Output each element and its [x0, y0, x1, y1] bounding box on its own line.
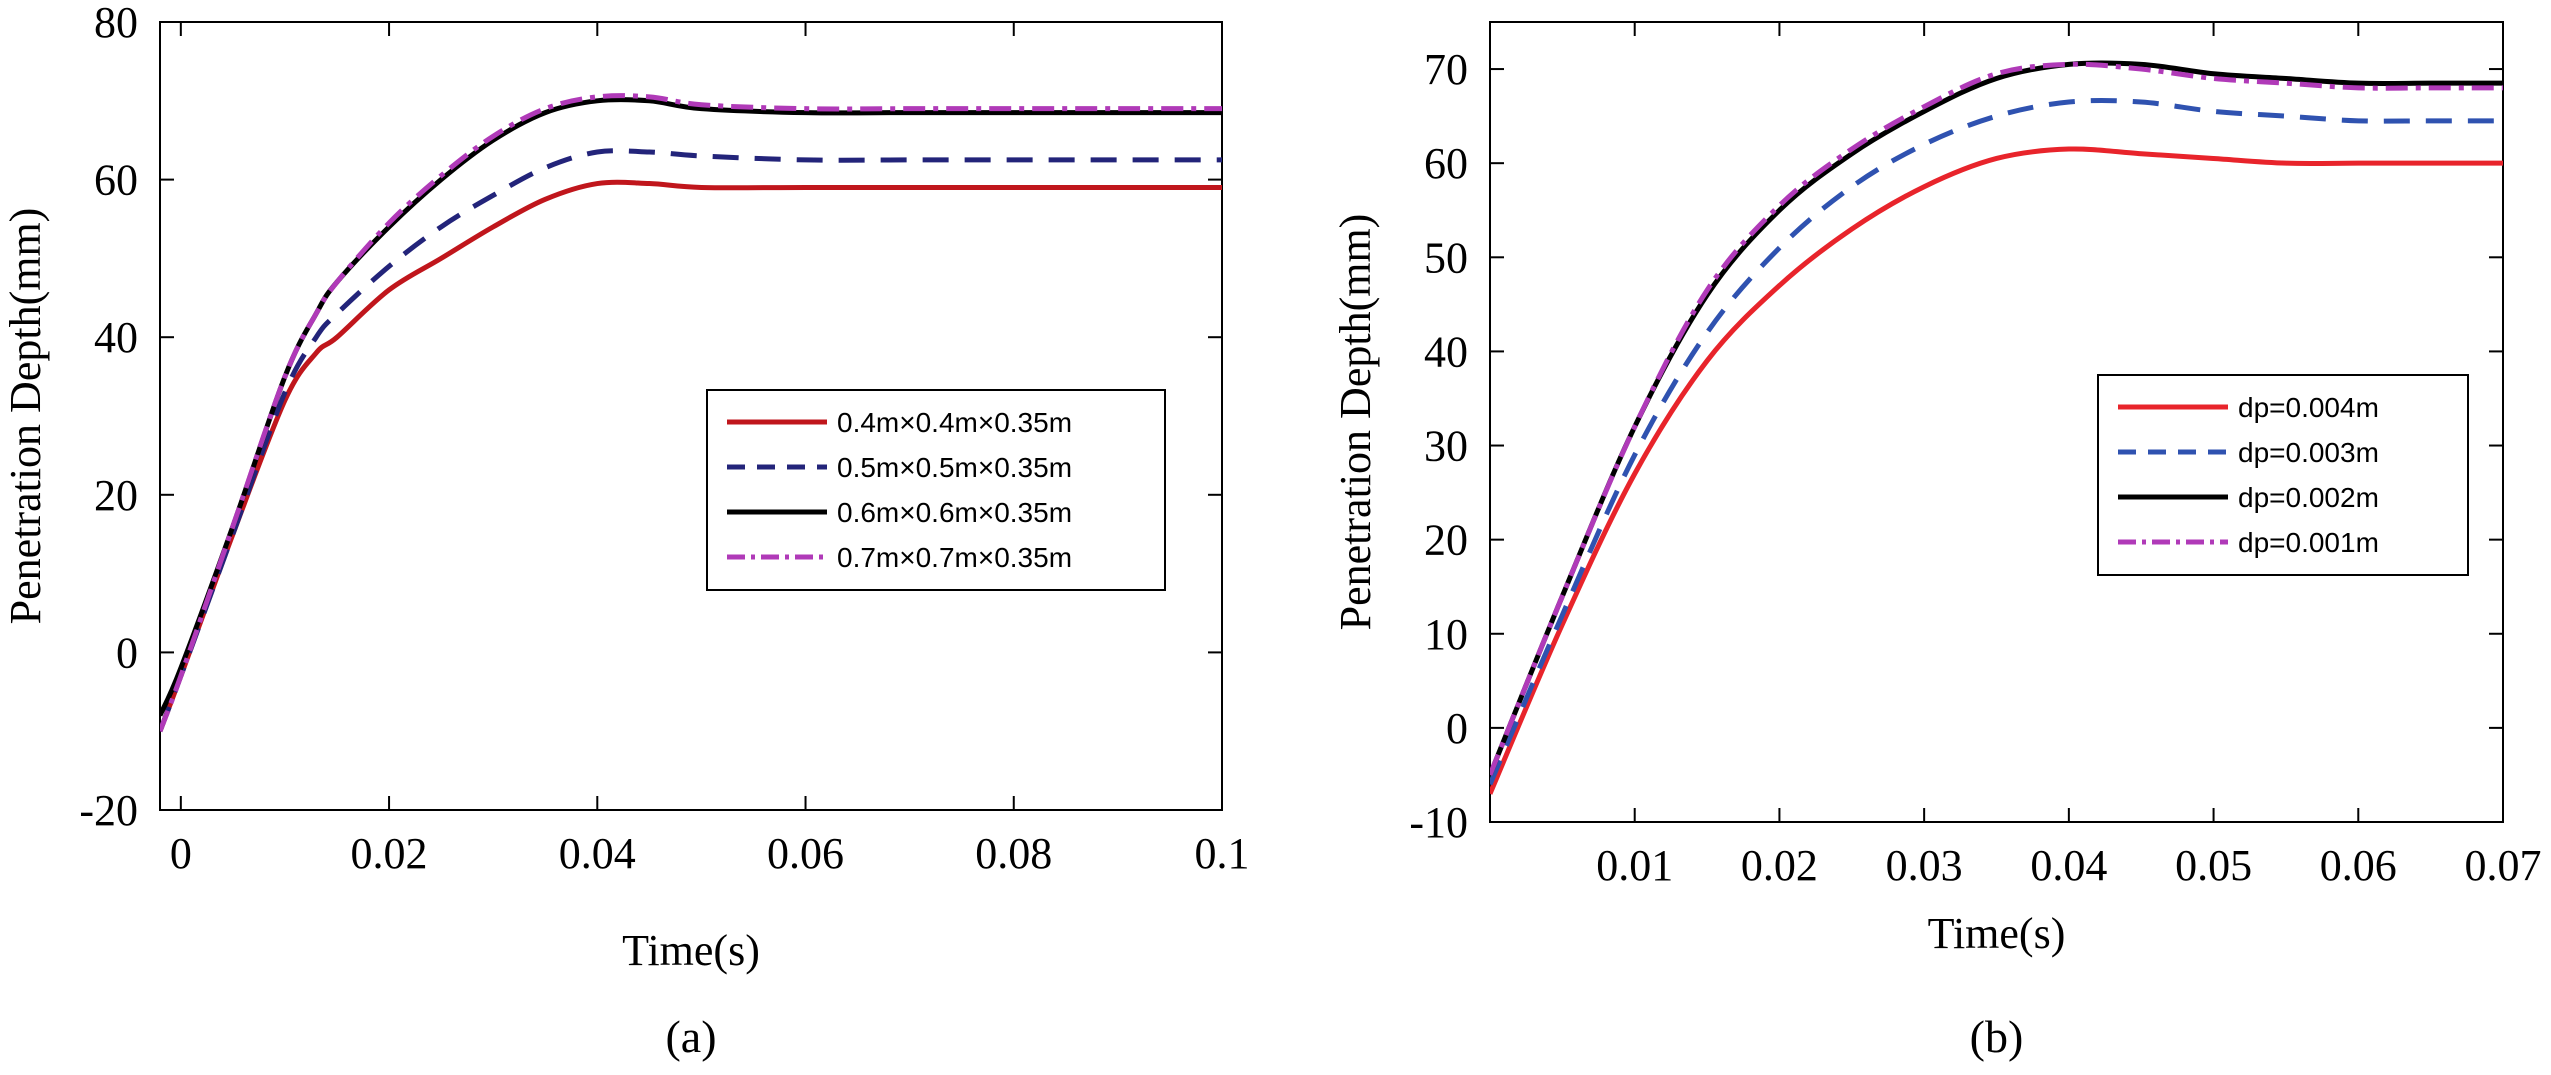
legend-label: 0.5m×0.5m×0.35m [837, 452, 1072, 483]
x-tick-label: 0.04 [2030, 841, 2107, 890]
y-tick-label: 80 [94, 0, 138, 47]
panel-label: (b) [1970, 1011, 2024, 1062]
legend-label: dp=0.004m [2238, 392, 2379, 423]
y-tick-label: 70 [1424, 45, 1468, 94]
legend-label: 0.4m×0.4m×0.35m [837, 407, 1072, 438]
legend-label: dp=0.003m [2238, 437, 2379, 468]
x-tick-label: 0.08 [975, 829, 1052, 878]
x-tick-label: 0.02 [1741, 841, 1818, 890]
y-tick-label: 60 [94, 156, 138, 205]
x-tick-label: 0.05 [2175, 841, 2252, 890]
plot-frame [159, 21, 1223, 811]
x-tick-label: 0.04 [559, 829, 636, 878]
x-tick-label: 0.06 [2320, 841, 2397, 890]
y-tick-label: 20 [94, 471, 138, 520]
y-axis-title: Penetration Depth(mm) [1331, 214, 1380, 631]
legend-label: dp=0.001m [2238, 527, 2379, 558]
y-tick-label: 40 [1424, 327, 1468, 376]
series-line-2 [1490, 98, 2503, 786]
x-tick-label: 0.03 [1886, 841, 1963, 890]
y-tick-label: 40 [94, 313, 138, 362]
y-tick-label: -20 [79, 786, 138, 835]
plot-frame [1489, 21, 2504, 823]
panel-label: (a) [665, 1011, 716, 1062]
y-tick-label: 60 [1424, 139, 1468, 188]
x-tick-label: 0.01 [1596, 841, 1673, 890]
series-line-4 [160, 93, 1222, 733]
x-tick-label: 0 [170, 829, 192, 878]
series-line-4 [1490, 61, 2503, 776]
y-tick-label: 10 [1424, 610, 1468, 659]
series-line-1 [1490, 146, 2503, 795]
x-tick-label: 0.06 [767, 829, 844, 878]
chart-panel-a: 0 0.02 0.04 0.06 0.08 0.1 -20 0 20 40 60 80 Time(s) P… [1, 0, 1250, 1062]
x-tick-label: 0.1 [1195, 829, 1250, 878]
x-tick-label: 0.02 [351, 829, 428, 878]
y-tick-label: 30 [1424, 422, 1468, 471]
legend-label: 0.7m×0.7m×0.35m [837, 542, 1072, 573]
legend: 0.4m×0.4m×0.35m 0.5m×0.5m×0.35m 0.6m×0.6m×… [706, 389, 1166, 591]
y-tick-label: 0 [1446, 704, 1468, 753]
legend-label: 0.6m×0.6m×0.35m [837, 497, 1072, 528]
x-tick-label: 0.07 [2465, 841, 2542, 890]
x-axis-title: Time(s) [622, 926, 760, 975]
x-axis-title: Time(s) [1928, 909, 2066, 958]
legend-label: dp=0.002m [2238, 482, 2379, 513]
series-line-2 [160, 148, 1222, 733]
legend: dp=0.004m dp=0.003m dp=0.002m dp=0.001m [2097, 374, 2469, 576]
y-tick-label: 20 [1424, 516, 1468, 565]
y-tick-label: 50 [1424, 233, 1468, 282]
y-axis-title: Penetration Depth(mm) [1, 208, 50, 625]
y-tick-label: 0 [116, 628, 138, 677]
chart-panel-b: 0.01 0.02 0.03 0.04 0.05 0.06 0.07 -10 0 10 20 30 40… [1331, 21, 2542, 1062]
y-tick-label: -10 [1409, 798, 1468, 847]
